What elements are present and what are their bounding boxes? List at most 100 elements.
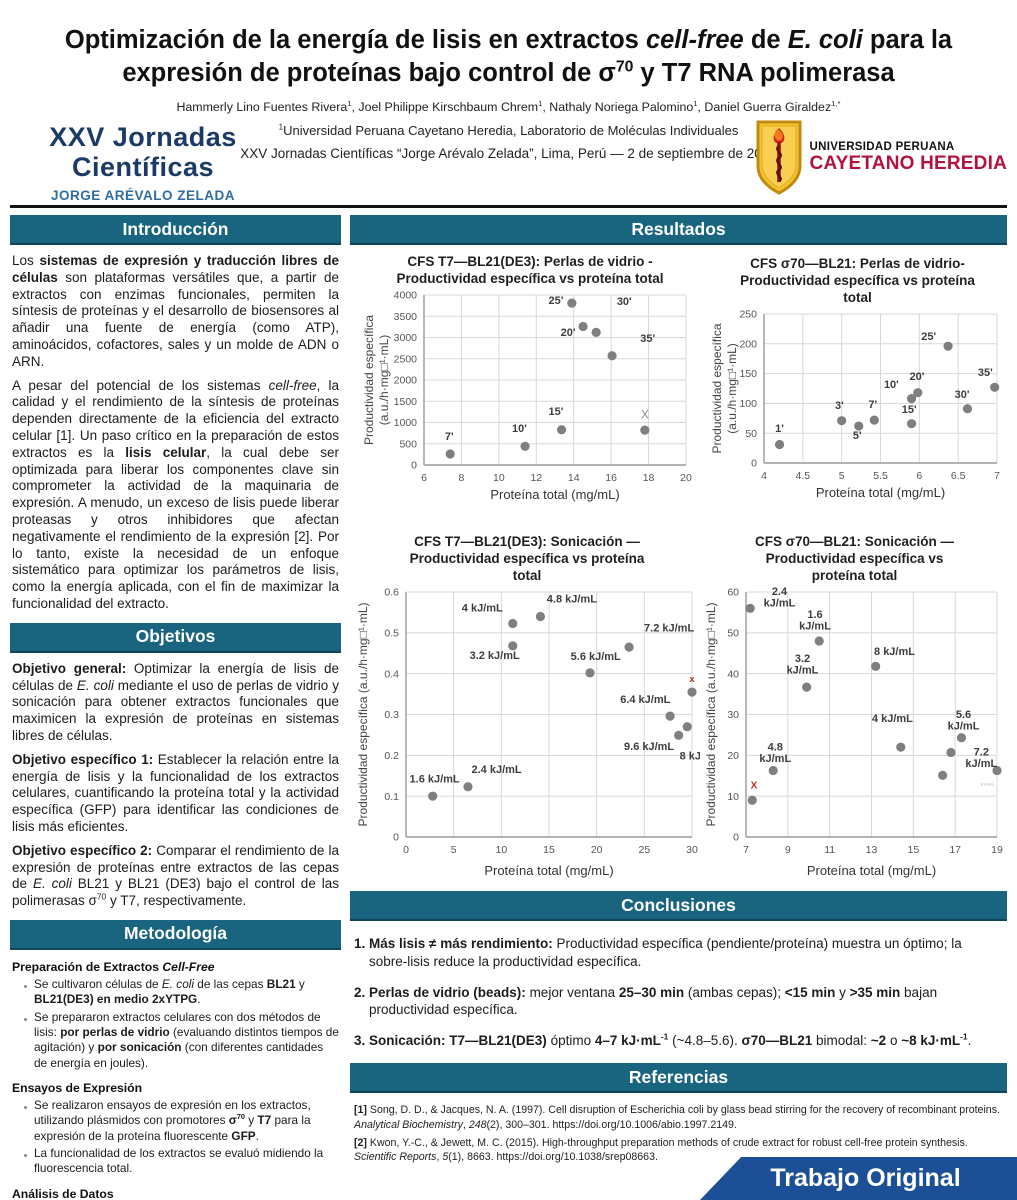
text-segment: La funcionalidad de los extractos se eva… xyxy=(34,1145,324,1176)
x-tick-label: 30 xyxy=(686,844,698,856)
data-point xyxy=(463,782,473,792)
data-point xyxy=(871,661,881,671)
point-label: 15' xyxy=(902,404,917,416)
y-tick-label: 0.3 xyxy=(384,709,399,721)
text-segment: sistemas de expresión y traducción libre… xyxy=(12,253,339,285)
data-point xyxy=(768,765,778,776)
text-segment: , Daniel Guerra Giraldez xyxy=(697,100,832,115)
text-segment: E. coli xyxy=(76,677,114,693)
right-column: Resultados CFS T7—BL21(DE3): Perlas de v… xyxy=(350,215,1007,1200)
point-label: 5' xyxy=(853,430,862,442)
data-point xyxy=(943,341,953,351)
text-segment: y xyxy=(835,984,850,1000)
text-segment: , Joel Philippe Kirschbaum Chrem xyxy=(351,100,539,115)
chart-canvas: 7 9 11 13 15 17 19 0 10 20 30 40 50 60 Proteína total … xyxy=(704,586,1003,878)
jornadas-logo-line3: JORGE ARÉVALO ZELADA xyxy=(50,188,235,204)
text-segment: Comparar el rendimiento de la expresión … xyxy=(12,842,340,892)
y-tick-label: 3500 xyxy=(394,311,418,323)
x-tick-label: 20 xyxy=(591,844,603,856)
page-title: Optimización de la energía de lisis en e… xyxy=(54,0,964,90)
x-tick-label: 7 xyxy=(994,470,1000,482)
paragraph: Objetivo general: Optimizar la energía d… xyxy=(12,661,339,745)
text-segment: , xyxy=(436,1151,443,1164)
y-tick-label: 3000 xyxy=(394,332,418,344)
x-tick-label: 11 xyxy=(824,844,835,856)
text-segment: y T7 RNA polimerasa xyxy=(633,59,895,88)
conclusion-number: 2. xyxy=(354,984,366,1000)
text-segment: A pesar del potencial de los sistemas xyxy=(12,377,269,393)
chart-canvas: 4 4.5 5 5.5 6 6.5 7 0 50 100 150 200 250 Proteína tot… xyxy=(710,309,1000,500)
text-segment: . xyxy=(197,992,201,1007)
metodologia-text: Preparación de Extractos Cell-Free Se cul… xyxy=(12,960,339,1200)
left-column: Introducción Los sistemas de expresión y… xyxy=(10,215,341,1200)
text-segment: , la cual debe ser optimizada para liber… xyxy=(12,444,339,611)
point-label: 35' xyxy=(640,333,655,345)
y-tick-label: 40 xyxy=(727,668,739,680)
jornadas-logo-line2: Científicas xyxy=(71,152,215,183)
text-segment: E. coli xyxy=(32,876,72,892)
section-header-introduccion: Introducción xyxy=(10,215,341,245)
text-segment: o xyxy=(886,1033,902,1049)
data-point xyxy=(585,668,595,678)
x-tick-label: 13 xyxy=(866,844,878,856)
text-segment: 1 xyxy=(347,99,352,109)
text-segment: Productividad específica (pendiente/prot… xyxy=(369,936,962,969)
y-tick-label: 0 xyxy=(751,458,757,470)
x-tick-label: 12 xyxy=(530,472,542,484)
paragraph: Objetivo específico 1: Establecer la rel… xyxy=(12,752,339,836)
paragraph: [1] Song, D. D., & Jacques, N. A. (1997)… xyxy=(354,1103,1003,1133)
data-point xyxy=(508,641,518,651)
y-tick-label: 4000 xyxy=(394,290,418,302)
data-point xyxy=(567,298,577,308)
x-tick-label: 7 xyxy=(743,844,749,856)
text-segment: <15 min xyxy=(784,984,836,1000)
chart-title: CFS σ70—BL21: Sonicación — Productividad … xyxy=(702,533,1007,584)
text-segment: (con diferentes cantidades de energía en… xyxy=(34,1040,324,1070)
text-segment: , la calidad y el rendimiento de la sínt… xyxy=(12,377,340,460)
data-point xyxy=(956,733,967,743)
x-axis-label: Proteína total (mg/mL) xyxy=(484,863,613,878)
x-tick-label: 4 xyxy=(761,470,767,482)
text-segment: bajan productividad específica. xyxy=(369,984,938,1018)
x-tick-label: 5 xyxy=(839,470,845,482)
upch-shield-icon xyxy=(756,120,802,195)
data-point xyxy=(665,711,675,721)
point-label: 4.8 kJ/mL xyxy=(759,741,791,765)
bullet-item: Se realizaron ensayos de expresión en lo… xyxy=(24,1098,339,1144)
chart-title-line: CFS σ70—BL21: Perlas de vidrio- xyxy=(750,256,965,271)
text-segment: de las cepas xyxy=(194,976,267,991)
x-tick-label: 6 xyxy=(916,470,922,482)
data-point xyxy=(682,722,692,732)
x-axis-label: Proteína total (mg/mL) xyxy=(807,863,936,878)
text-segment: σ xyxy=(228,1113,237,1128)
point-label: 1.6 kJ/mL xyxy=(799,609,831,633)
text-segment: BL21 y BL21 (DE3) bajo el control de las… xyxy=(12,876,339,909)
y-tick-label: 250 xyxy=(739,309,757,321)
point-label: 2.4 kJ/mL xyxy=(471,764,521,776)
text-segment: Preparación de Extractos xyxy=(12,959,163,974)
text-segment: 5 xyxy=(442,1151,449,1164)
section-header-referencias: Referencias xyxy=(350,1063,1007,1093)
bullet-text: Se prepararon extractos celulares con do… xyxy=(34,1010,339,1071)
text-segment: de xyxy=(743,26,788,54)
point-label: 4 kJ/mL xyxy=(462,603,503,615)
chart-title-line: CFS σ70—BL21: Sonicación — xyxy=(754,534,955,549)
x-tick-label: 25 xyxy=(638,844,650,856)
text-segment: lisis celular xyxy=(125,444,207,460)
chart-title-line: CFS T7—BL21(DE3): Sonicación — xyxy=(414,534,640,549)
text-segment: Objetivo específico 1: xyxy=(12,751,154,767)
data-point xyxy=(674,730,684,740)
point-label: 25' xyxy=(549,295,564,307)
text-segment: [2] xyxy=(354,1136,367,1149)
point-label: 5.6 kJ/mL xyxy=(571,651,621,663)
x-tick-label: 4.5 xyxy=(796,470,811,482)
text-segment: Analytical Biochemistry xyxy=(354,1118,463,1131)
y-axis-label: Productividad específica (a.u./h·mg□¹·mL… xyxy=(704,602,718,826)
paragraph: A pesar del potencial de los sistemas ce… xyxy=(12,378,339,613)
point-label: 30' xyxy=(955,389,970,401)
x-tick-label: 5.5 xyxy=(873,470,888,482)
conclusion-item: 2. Perlas de vidrio (beads): mejor ventan… xyxy=(354,984,1003,1020)
chart-title-line: total xyxy=(512,568,542,583)
affiliation-line: 1Universidad Peruana Cayetano Heredia, L… xyxy=(0,123,1017,138)
text-segment: Se prepararon extractos celulares con do… xyxy=(34,1009,321,1039)
